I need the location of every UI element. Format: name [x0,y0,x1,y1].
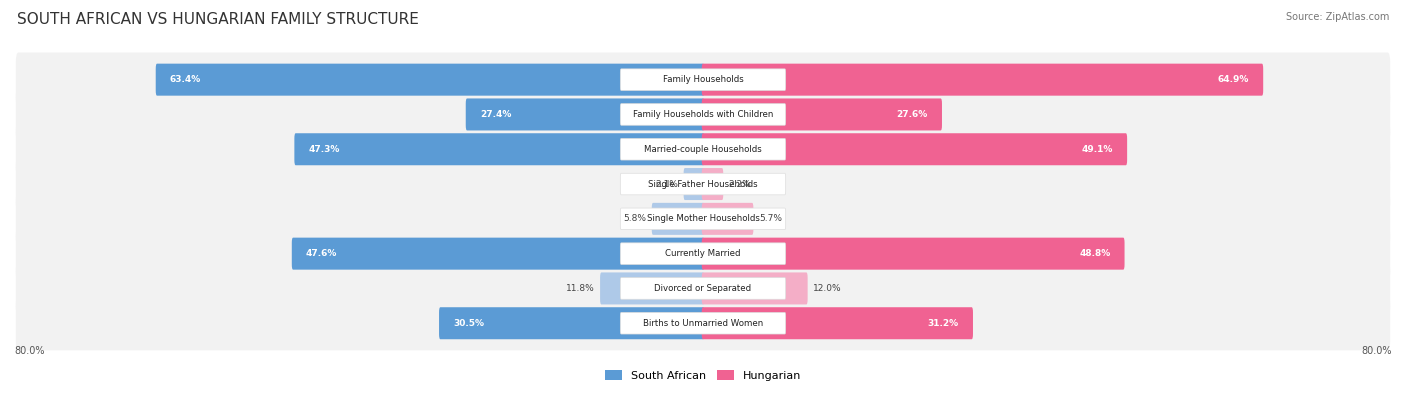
Text: Currently Married: Currently Married [665,249,741,258]
Text: 27.6%: 27.6% [897,110,928,119]
FancyBboxPatch shape [600,273,704,305]
Text: Family Households with Children: Family Households with Children [633,110,773,119]
Text: 2.1%: 2.1% [655,180,678,188]
FancyBboxPatch shape [620,173,786,195]
FancyBboxPatch shape [702,238,1125,270]
Text: Single Mother Households: Single Mother Households [647,214,759,223]
Text: 11.8%: 11.8% [565,284,595,293]
FancyBboxPatch shape [702,64,1263,96]
Text: 63.4%: 63.4% [170,75,201,84]
FancyBboxPatch shape [15,122,1391,177]
FancyBboxPatch shape [15,157,1391,211]
FancyBboxPatch shape [652,203,704,235]
Text: SOUTH AFRICAN VS HUNGARIAN FAMILY STRUCTURE: SOUTH AFRICAN VS HUNGARIAN FAMILY STRUCT… [17,12,419,27]
FancyBboxPatch shape [702,98,942,130]
Text: 48.8%: 48.8% [1078,249,1111,258]
FancyBboxPatch shape [15,53,1391,107]
Text: 31.2%: 31.2% [928,319,959,328]
FancyBboxPatch shape [683,168,704,200]
Text: 64.9%: 64.9% [1218,75,1249,84]
Text: 47.6%: 47.6% [307,249,337,258]
FancyBboxPatch shape [15,87,1391,141]
Text: 27.4%: 27.4% [479,110,512,119]
FancyBboxPatch shape [620,69,786,90]
Legend: South African, Hungarian: South African, Hungarian [603,368,803,383]
FancyBboxPatch shape [620,208,786,229]
FancyBboxPatch shape [702,168,723,200]
FancyBboxPatch shape [15,261,1391,316]
Text: 80.0%: 80.0% [14,346,45,356]
Text: 5.7%: 5.7% [759,214,782,223]
Text: Single Father Households: Single Father Households [648,180,758,188]
Text: Divorced or Separated: Divorced or Separated [654,284,752,293]
Text: 2.2%: 2.2% [728,180,752,188]
FancyBboxPatch shape [702,133,1128,165]
FancyBboxPatch shape [439,307,704,339]
Text: 5.8%: 5.8% [623,214,647,223]
Text: Source: ZipAtlas.com: Source: ZipAtlas.com [1285,12,1389,22]
FancyBboxPatch shape [702,203,754,235]
FancyBboxPatch shape [465,98,704,130]
FancyBboxPatch shape [292,238,704,270]
Text: 49.1%: 49.1% [1081,145,1114,154]
Text: 12.0%: 12.0% [813,284,842,293]
FancyBboxPatch shape [620,139,786,160]
Text: Married-couple Households: Married-couple Households [644,145,762,154]
FancyBboxPatch shape [15,192,1391,246]
FancyBboxPatch shape [294,133,704,165]
Text: 80.0%: 80.0% [1361,346,1392,356]
FancyBboxPatch shape [620,243,786,264]
FancyBboxPatch shape [702,307,973,339]
FancyBboxPatch shape [620,103,786,125]
Text: 30.5%: 30.5% [453,319,484,328]
FancyBboxPatch shape [15,296,1391,350]
Text: 47.3%: 47.3% [308,145,340,154]
FancyBboxPatch shape [15,226,1391,281]
FancyBboxPatch shape [620,278,786,299]
FancyBboxPatch shape [620,312,786,334]
FancyBboxPatch shape [156,64,704,96]
Text: Births to Unmarried Women: Births to Unmarried Women [643,319,763,328]
Text: Family Households: Family Households [662,75,744,84]
FancyBboxPatch shape [702,273,807,305]
